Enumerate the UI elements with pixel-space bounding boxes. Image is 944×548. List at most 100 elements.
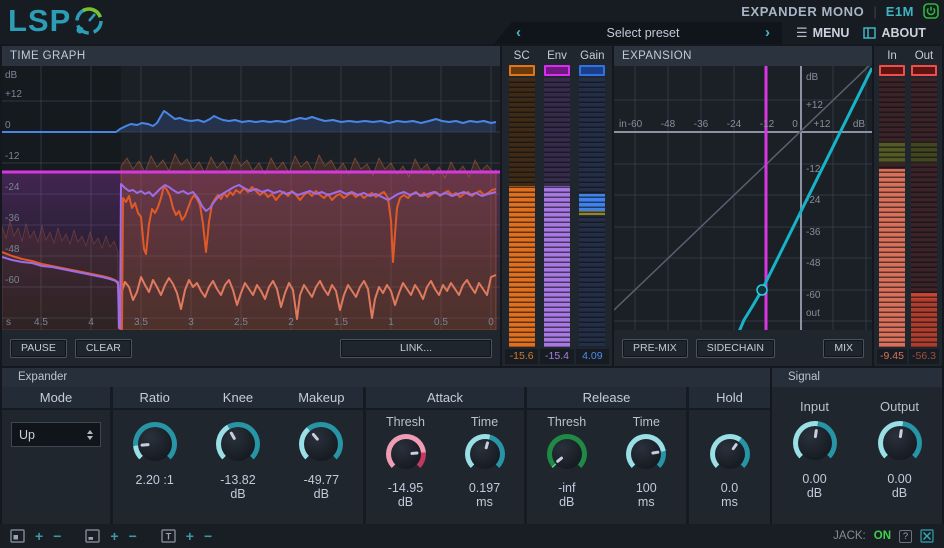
time-graph-xtick: 0 bbox=[488, 317, 494, 328]
menu-icon: ☰ bbox=[796, 25, 808, 40]
clear-button[interactable]: CLEAR bbox=[74, 338, 132, 358]
gain-meter: Gain 4.09 bbox=[575, 48, 609, 364]
menu-label: MENU bbox=[812, 26, 850, 40]
link-button[interactable]: LINK... bbox=[340, 338, 492, 358]
jack-label: JACK: bbox=[833, 530, 866, 542]
release-thresh-knob-pointer bbox=[555, 456, 564, 464]
column-header: Makeup bbox=[298, 390, 345, 405]
time-graph-xtick: 0.5 bbox=[434, 317, 448, 328]
knee-knob-value: -13.82 bbox=[220, 473, 256, 487]
gain-meter-zone bbox=[579, 193, 606, 212]
about-button[interactable]: ABOUT bbox=[863, 26, 926, 40]
gain-meter-zone bbox=[579, 215, 606, 347]
text-scale-icon: T bbox=[161, 529, 176, 543]
scale-plus-button[interactable]: + bbox=[110, 528, 119, 544]
attack-group-body: Thresh -14.95 dB Time 0.197 ms bbox=[366, 410, 524, 524]
hold-time-knob[interactable] bbox=[709, 434, 750, 474]
attack-time-knob[interactable] bbox=[464, 434, 505, 474]
scale-minus-button[interactable]: − bbox=[203, 528, 213, 544]
mode-select[interactable]: Up bbox=[11, 422, 101, 447]
output-gain-knob[interactable] bbox=[877, 421, 922, 465]
attack-thresh-knob-value: -14.95 bbox=[387, 481, 424, 495]
pre-mix-button[interactable]: PRE-MIX bbox=[622, 338, 688, 358]
boxed-x-icon[interactable] bbox=[920, 529, 934, 543]
spinner-icon[interactable] bbox=[87, 429, 93, 440]
output-gain-knob-pointer bbox=[898, 428, 903, 439]
release-time-knob-pointer bbox=[650, 450, 660, 455]
release-time-knob[interactable] bbox=[626, 434, 667, 474]
signal-section: Signal Input 0.00 dB Output 0.00 dB bbox=[772, 368, 942, 524]
attack-thresh-knob-unit: dB bbox=[397, 495, 414, 509]
column-header: Attack bbox=[426, 390, 464, 405]
mix-button[interactable]: MIX bbox=[823, 338, 864, 358]
svg-text:T: T bbox=[166, 532, 172, 542]
makeup-knob[interactable] bbox=[299, 422, 344, 466]
pause-button[interactable]: PAUSE bbox=[10, 338, 67, 358]
in-meter-cap bbox=[879, 65, 905, 76]
preset-selector[interactable]: ‹ Select preset › bbox=[494, 22, 782, 44]
preset-prev-button[interactable]: ‹ bbox=[516, 24, 521, 41]
release-time-knob-cell: Time 100 ms bbox=[607, 410, 687, 524]
column-header: Ratio bbox=[139, 390, 170, 405]
knee-knob[interactable] bbox=[215, 422, 260, 466]
attack-time-knob-unit: ms bbox=[476, 495, 493, 509]
ratio-knee-makeup-group-header: Ratio Knee Makeup bbox=[113, 387, 363, 410]
column-header: Mode bbox=[39, 390, 73, 405]
spin-up-icon bbox=[87, 429, 93, 434]
output-gain-knob-value: 0.00 bbox=[887, 472, 912, 486]
sc-meter-zone bbox=[508, 185, 535, 347]
graph-scale-group: + − bbox=[85, 528, 137, 544]
out-meter-zone bbox=[911, 293, 937, 299]
signal-section-title: Signal bbox=[772, 368, 942, 387]
input-gain-knob-label: Input bbox=[800, 399, 829, 414]
env-meter: Env -15.4 bbox=[540, 48, 574, 364]
sidechain-button[interactable]: SIDECHAIN bbox=[695, 338, 775, 358]
attack-thresh-knob[interactable] bbox=[385, 434, 426, 474]
attack-time-knob-label: Time bbox=[470, 415, 499, 429]
in-meter-value: -9.45 bbox=[877, 349, 907, 364]
time-graph-ytick: -48 bbox=[5, 244, 20, 255]
release-thresh-knob-cell: Thresh -inf dB bbox=[527, 410, 607, 524]
expansion-ytick: +12 bbox=[806, 100, 823, 111]
release-thresh-knob-label: Thresh bbox=[547, 415, 587, 429]
scale-plus-button[interactable]: + bbox=[185, 528, 194, 544]
time-graph-xtick: 4 bbox=[88, 317, 94, 328]
scale-minus-button[interactable]: − bbox=[53, 528, 62, 544]
expansion-xtick: in bbox=[619, 119, 627, 130]
preset-label[interactable]: Select preset bbox=[606, 26, 680, 40]
release-thresh-knob[interactable] bbox=[546, 434, 587, 474]
hold-group-body: 0.0 ms bbox=[689, 410, 770, 524]
release-group: Release Thresh -inf dB Time 100 ms bbox=[527, 387, 686, 524]
scale-plus-button[interactable]: + bbox=[35, 528, 44, 544]
status-bar: + − + − T + − JACK: ON ? bbox=[0, 524, 944, 548]
plugin-code: E1M bbox=[885, 3, 914, 19]
menu-button[interactable]: ☰ MENU bbox=[796, 25, 849, 41]
attack-group: Attack Thresh -14.95 dB Time 0.197 ms bbox=[366, 387, 524, 524]
expansion-xtick: dB bbox=[853, 119, 866, 130]
lsp-logo-text: LSP bbox=[8, 3, 72, 38]
preset-next-button[interactable]: › bbox=[765, 24, 770, 41]
expansion-xtick: -24 bbox=[727, 119, 742, 130]
time-graph-title: TIME GRAPH bbox=[2, 46, 500, 66]
about-icon bbox=[863, 27, 877, 39]
attack-thresh-knob-cell: Thresh -14.95 dB bbox=[366, 410, 445, 524]
sc-meter-label: SC bbox=[513, 50, 530, 62]
ratio-knob[interactable] bbox=[132, 422, 177, 466]
expansion-ytick: out bbox=[806, 308, 820, 319]
title-separator: | bbox=[873, 3, 877, 19]
time-graph-ytick: +12 bbox=[5, 89, 22, 100]
release-time-knob-unit: ms bbox=[637, 495, 655, 509]
lsp-logo: LSP bbox=[8, 3, 107, 39]
sc-meter-zone bbox=[508, 78, 535, 186]
input-gain-knob[interactable] bbox=[792, 421, 837, 465]
column-header: Release bbox=[582, 390, 631, 405]
expansion-xtick: +12 bbox=[814, 119, 831, 130]
ratio-knob-value: 2.20 :1 bbox=[135, 473, 174, 487]
power-button[interactable] bbox=[923, 3, 939, 19]
mode-group-header: Mode bbox=[2, 387, 110, 410]
makeup-knob-pointer bbox=[311, 432, 320, 442]
scale-minus-button[interactable]: − bbox=[128, 528, 137, 544]
env-meter-value: -15.4 bbox=[540, 349, 574, 364]
ratio-knee-makeup-group: Ratio Knee Makeup 2.20 :1 -13.82 dB -49.77 dB bbox=[113, 387, 363, 524]
help-icon[interactable]: ? bbox=[899, 529, 912, 543]
